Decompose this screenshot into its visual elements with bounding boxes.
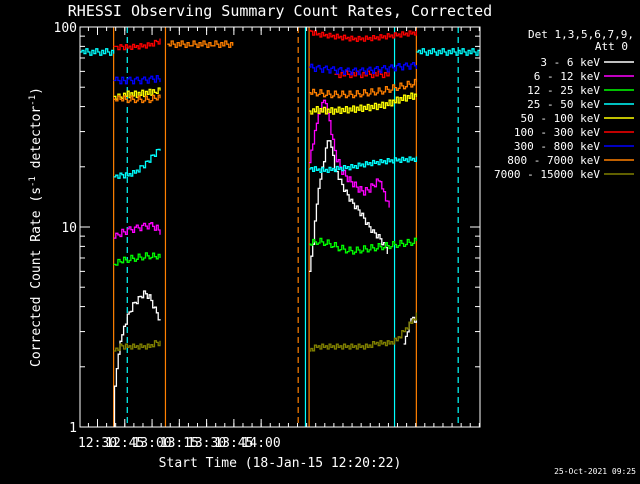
x-tick-label-2: 12:45 <box>105 436 144 451</box>
y-axis-label: Corrected Count Rate (s-1 detector-1) <box>28 87 44 367</box>
x-tick-label-4: 13:15 <box>160 436 199 451</box>
series-9-segment-1 <box>113 340 161 352</box>
y-axis-label-part-1: Corrected Count Rate (s <box>29 187 44 367</box>
legend-label-9: 7000 - 15000 keV <box>494 168 600 181</box>
legend-header-2: Att 0 <box>595 40 628 53</box>
series-6-segment-3 <box>334 70 390 79</box>
timestamp: 25-Oct-2021 09:25 <box>554 467 636 476</box>
series-3-segment-1 <box>113 252 161 266</box>
legend-label-3: 12 - 25 keV <box>527 84 600 97</box>
legend-label-1: 3 - 6 keV <box>540 56 600 69</box>
y-axis-label-sup-1: -1 <box>28 176 38 187</box>
y-tick-label-2: 10 <box>61 221 77 236</box>
series-2-segment-2 <box>309 99 390 208</box>
legend-label-8: 800 - 7000 keV <box>507 154 600 167</box>
x-tick-label-1: 12:30 <box>78 436 117 451</box>
x-tick-label-7: 14:00 <box>242 436 281 451</box>
y-axis-label-part-2: detector <box>29 106 44 177</box>
legend-label-6: 100 - 300 keV <box>514 126 600 139</box>
series-5-segment-2 <box>309 92 418 115</box>
y-tick-label-1: 1 <box>69 421 77 436</box>
series-6-segment-1 <box>113 38 161 51</box>
chart-title: RHESSI Observing Summary Count Rates, Co… <box>68 2 492 20</box>
series-4-segment-4 <box>416 48 480 56</box>
y-tick-label-3: 100 <box>54 21 77 36</box>
x-axis-label: Start Time (18-Jan-15 12:20:22) <box>159 456 402 471</box>
x-tick-label-5: 13:30 <box>187 436 226 451</box>
x-tick-label-3: 13:00 <box>132 436 171 451</box>
legend-label-5: 50 - 100 keV <box>521 112 601 125</box>
plot-area <box>80 27 480 427</box>
series-4-segment-1 <box>113 148 161 179</box>
legend-label-4: 25 - 50 keV <box>527 98 600 111</box>
series-3-segment-2 <box>309 237 418 255</box>
y-axis: 1 10 100 <box>54 21 480 436</box>
series-7-segment-1 <box>113 75 161 85</box>
series-8-segment-1 <box>113 94 161 104</box>
series-8-segment-2 <box>309 78 418 99</box>
series-8-segment-3 <box>167 40 234 49</box>
legend-label-7: 300 - 800 keV <box>514 140 600 153</box>
x-tick-label-6: 13:45 <box>214 436 253 451</box>
series-4-segment-2 <box>309 156 418 174</box>
series-2-segment-1 <box>113 222 161 239</box>
series-4-segment-3 <box>80 48 115 56</box>
series-7-segment-2 <box>309 61 418 76</box>
y-axis-label-sup-2: -1 <box>28 95 38 106</box>
y-axis-label-part-3: ) <box>29 87 44 95</box>
series-6-segment-2 <box>309 29 418 42</box>
legend-header-1: Det 1,3,5,6,7,9, <box>528 28 634 41</box>
series-1-segment-1 <box>113 290 161 427</box>
series-9-segment-2 <box>309 312 418 352</box>
legend-label-2: 6 - 12 keV <box>534 70 601 83</box>
